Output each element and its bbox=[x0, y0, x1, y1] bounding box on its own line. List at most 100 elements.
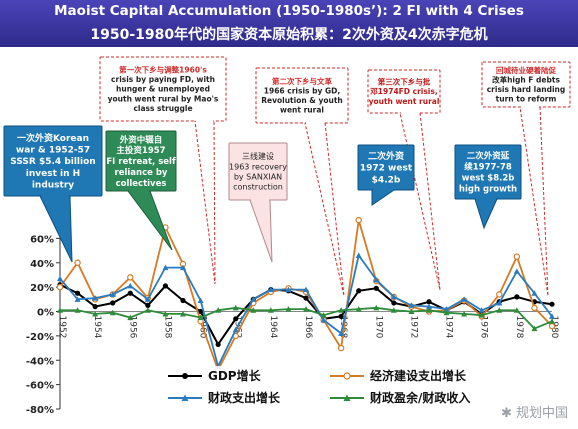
x-tick-label: 1970 bbox=[373, 316, 383, 339]
legend-item-1: GDP增长 bbox=[168, 368, 262, 383]
data-point bbox=[232, 326, 239, 333]
data-point bbox=[285, 306, 292, 312]
legend-label: 财政支出增长 bbox=[207, 390, 281, 405]
data-point bbox=[320, 312, 327, 318]
data-point bbox=[373, 276, 380, 283]
data-point bbox=[337, 344, 345, 352]
callout-pointer bbox=[399, 112, 441, 291]
x-tick-label: 1954 bbox=[92, 316, 102, 339]
callout-text-line: turn to reform bbox=[496, 95, 557, 104]
data-point bbox=[57, 307, 63, 313]
data-point bbox=[496, 291, 503, 298]
y-tick-label: -40% bbox=[26, 356, 54, 367]
callout-text-line: war & 1952-57 bbox=[16, 146, 90, 156]
data-point bbox=[57, 275, 63, 282]
data-point bbox=[267, 307, 274, 313]
x-tick-label: 1978 bbox=[514, 316, 524, 339]
callout-text-line: youth went rural bbox=[369, 97, 440, 106]
data-point bbox=[496, 307, 503, 313]
data-point bbox=[162, 310, 169, 317]
y-tick-label: -60% bbox=[26, 381, 54, 392]
callout-text-line: went rural bbox=[280, 106, 324, 115]
data-point bbox=[390, 293, 397, 300]
callout-text-line: 一次外资Korean bbox=[17, 132, 89, 144]
data-point bbox=[513, 307, 520, 313]
data-point bbox=[74, 296, 81, 302]
data-point bbox=[461, 310, 468, 317]
data-point bbox=[92, 310, 99, 317]
callout-7: 二次外资 1972 west$4.2b bbox=[357, 144, 415, 206]
callout-text-line: 三线建设 bbox=[242, 151, 274, 161]
data-point bbox=[127, 282, 134, 289]
title-english: Maoist Capital Accumulation (1950-1980s’… bbox=[54, 3, 524, 19]
data-point bbox=[144, 296, 151, 302]
data-point bbox=[303, 295, 309, 301]
legend-marker bbox=[343, 394, 351, 401]
callout-pointer bbox=[249, 199, 273, 263]
data-point bbox=[180, 297, 186, 304]
callout-text-line: 1972 west bbox=[360, 164, 413, 174]
data-point bbox=[408, 302, 415, 308]
callout-text-line: SSSR $5.4 billion bbox=[10, 157, 95, 167]
data-point bbox=[215, 341, 221, 348]
callout-box bbox=[481, 61, 571, 108]
data-point bbox=[127, 274, 134, 281]
callout-pointer bbox=[371, 189, 396, 206]
data-point bbox=[373, 304, 380, 311]
data-point bbox=[391, 300, 397, 306]
callout-box bbox=[367, 69, 441, 114]
data-point bbox=[74, 290, 81, 296]
data-point bbox=[426, 303, 432, 310]
data-point bbox=[250, 296, 257, 302]
data-point bbox=[109, 291, 116, 297]
data-point bbox=[443, 309, 450, 316]
callout-text-line: 1963 recovery bbox=[229, 162, 287, 171]
callout-text-line: class struggle bbox=[133, 104, 192, 113]
data-point bbox=[162, 264, 169, 271]
callout-pointer bbox=[304, 122, 345, 297]
callout-text-line: 1966 crisis by GD, bbox=[264, 86, 341, 95]
callout-text-line: $4.2b bbox=[372, 175, 401, 185]
data-point bbox=[92, 295, 99, 301]
data-point bbox=[320, 317, 327, 323]
data-point bbox=[355, 252, 362, 258]
x-tick-label: 1976 bbox=[479, 316, 489, 339]
callout-text-line: west $8.2b bbox=[462, 174, 515, 184]
data-point bbox=[197, 308, 204, 315]
callout-text-line: crisis hard landing bbox=[487, 85, 566, 94]
data-point bbox=[197, 297, 204, 304]
legend-marker bbox=[182, 373, 188, 379]
x-tick-label: 1966 bbox=[303, 316, 313, 339]
legend-label: GDP增长 bbox=[208, 368, 262, 383]
y-tick-label: 20% bbox=[30, 283, 54, 294]
data-point bbox=[250, 307, 257, 313]
data-point bbox=[232, 304, 239, 311]
data-point bbox=[303, 286, 309, 293]
data-point bbox=[531, 304, 538, 312]
data-point bbox=[549, 301, 555, 307]
data-point bbox=[373, 285, 379, 291]
callout-text-line: FI retreat, self bbox=[106, 157, 176, 167]
data-point bbox=[461, 296, 468, 302]
data-point bbox=[338, 307, 345, 313]
callout-text-line: 回城待业硬着陆促 bbox=[496, 65, 556, 75]
callout-text-line: 第三次下乡与批 bbox=[378, 77, 431, 87]
callout-text-line: Revolution & youth bbox=[261, 96, 343, 105]
callout-text-line: youth went rural by Mao's bbox=[108, 94, 219, 103]
y-tick-label: 60% bbox=[30, 234, 54, 245]
legend-label: 经济建设支出增长 bbox=[370, 368, 467, 383]
data-point bbox=[74, 307, 81, 313]
legend-item-4: 财政盈余/财政收入 bbox=[330, 390, 470, 405]
data-point bbox=[180, 264, 186, 271]
data-point bbox=[338, 313, 344, 319]
data-point bbox=[514, 294, 520, 300]
data-point bbox=[127, 290, 133, 296]
callout-text-line: 二次外资 bbox=[368, 150, 404, 162]
